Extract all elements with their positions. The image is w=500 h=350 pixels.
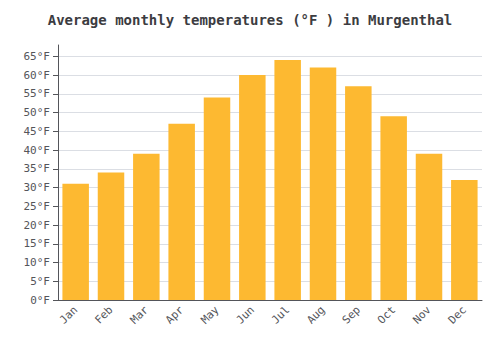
svg-text:0°F: 0°F: [30, 294, 50, 307]
svg-text:40°F: 40°F: [24, 144, 51, 157]
svg-text:5°F: 5°F: [30, 275, 50, 288]
svg-text:35°F: 35°F: [24, 162, 51, 175]
svg-text:Average monthly temperatures (: Average monthly temperatures (°F ) in Mu…: [48, 12, 453, 28]
svg-text:Apr: Apr: [163, 303, 186, 326]
svg-text:60°F: 60°F: [24, 69, 51, 82]
svg-text:Jun: Jun: [234, 303, 257, 326]
svg-text:55°F: 55°F: [24, 87, 51, 100]
svg-text:Dec: Dec: [446, 303, 469, 326]
svg-text:10°F: 10°F: [24, 256, 51, 269]
svg-text:Mar: Mar: [128, 303, 151, 326]
svg-text:50°F: 50°F: [24, 106, 51, 119]
svg-text:15°F: 15°F: [24, 237, 51, 250]
svg-text:Oct: Oct: [375, 303, 398, 326]
svg-text:Nov: Nov: [410, 303, 433, 326]
svg-text:20°F: 20°F: [24, 219, 51, 232]
svg-text:45°F: 45°F: [24, 125, 51, 138]
svg-text:Aug: Aug: [304, 303, 327, 326]
svg-text:Jul: Jul: [269, 303, 292, 326]
svg-text:Jan: Jan: [57, 303, 80, 326]
svg-text:30°F: 30°F: [24, 181, 51, 194]
svg-text:Feb: Feb: [92, 303, 115, 326]
svg-text:65°F: 65°F: [24, 50, 51, 63]
svg-text:Sep: Sep: [340, 303, 363, 326]
svg-text:25°F: 25°F: [24, 200, 51, 213]
svg-text:May: May: [198, 303, 221, 326]
